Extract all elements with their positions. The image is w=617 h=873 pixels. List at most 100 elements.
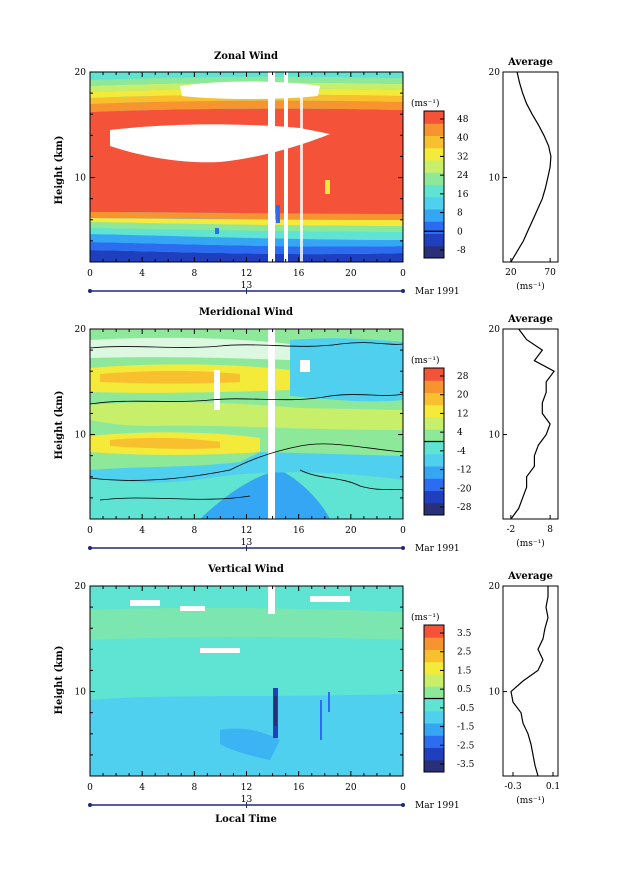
colorbar-swatch: [424, 123, 444, 136]
date-label: 13: [241, 538, 253, 548]
x-tick-label: 20: [345, 526, 357, 536]
colorbar-tick-label: -28: [457, 503, 472, 513]
colorbar-tick-label: -2.5: [457, 741, 475, 751]
colorbar-swatch: [424, 245, 444, 259]
colorbar-swatch: [424, 111, 444, 124]
colorbar-swatch: [424, 172, 444, 185]
colorbar-tick-label: -8: [457, 246, 466, 256]
profile-y-tick-label: 10: [489, 431, 501, 441]
vertical-colorbar: (ms⁻¹) 3.5 2.5 1.5 0.5 -0.5 -1.5 -2.5 -3.5: [411, 612, 475, 773]
vertical-ylabel: Height (km): [54, 646, 65, 715]
profile-title: Average: [507, 571, 553, 582]
meridional-axes: 0 4 8 12 16 20 0 20 10 13 Mar 1991: [75, 325, 460, 554]
colorbar-swatch: [424, 490, 444, 504]
profile-x-tick-label: 70: [544, 268, 556, 278]
profile-y-tick-label: 10: [489, 688, 501, 698]
colorbar-swatch: [424, 184, 444, 198]
x-tick-label: 4: [139, 269, 145, 279]
colorbar-swatch: [424, 674, 444, 687]
date-line-start: [88, 546, 92, 550]
y-tick-label: 10: [75, 688, 87, 698]
colorbar-swatch: [424, 759, 444, 773]
colorbar-swatch: [424, 160, 444, 173]
colorbar-tick-label: 16: [457, 190, 469, 200]
colorbar-unit: (ms⁻¹): [411, 612, 440, 623]
month-label: Mar 1991: [415, 287, 460, 297]
meridional-average-profile: Average 20 10 -2 8(ms⁻¹): [489, 314, 559, 549]
x-tick-label: 8: [191, 783, 197, 793]
colorbar-swatch: [424, 196, 444, 210]
colorbar-swatch: [424, 735, 444, 748]
x-tick-label: 12: [241, 269, 252, 279]
profile-y-tick-label: 10: [489, 174, 501, 184]
colorbar-swatch: [424, 637, 444, 650]
x-tick-label: 0: [87, 269, 93, 279]
date-line-end: [401, 289, 405, 293]
vertical-xlabel: Local Time: [215, 814, 277, 825]
profile-x-tick-label: 20: [505, 268, 517, 278]
x-tick-label: 0: [400, 269, 406, 279]
x-tick-label: 12: [241, 783, 252, 793]
profile-y-tick-label: 20: [489, 325, 501, 335]
colorbar-unit: (ms⁻¹): [411, 355, 440, 366]
profile-frame: [502, 328, 559, 520]
profile-xlabel: (ms⁻¹): [516, 795, 545, 806]
colorbar-swatch: [424, 710, 444, 724]
colorbar-tick-label: 12: [457, 409, 468, 419]
x-tick-label: 16: [293, 269, 305, 279]
colorbar-swatch: [424, 380, 444, 393]
colorbar-tick-label: -3.5: [457, 760, 475, 770]
colorbar-swatch: [424, 221, 444, 234]
profile-xlabel: (ms⁻¹): [516, 281, 545, 292]
profile-frame: [502, 585, 559, 777]
y-tick-label: 10: [75, 431, 87, 441]
profile-frame: [502, 71, 559, 263]
x-tick-label: 4: [139, 783, 145, 793]
colorbar-swatch: [424, 625, 444, 638]
profile-x-tick-label: 8: [547, 525, 553, 535]
y-tick-label: 20: [75, 582, 87, 592]
profile-x-tick-label: 0.1: [546, 782, 560, 792]
profile-line: [510, 328, 555, 520]
month-label: Mar 1991: [415, 544, 460, 554]
colorbar-tick-label: 32: [457, 152, 468, 162]
meridional-title: Meridional Wind: [199, 307, 293, 318]
zonal-field: [90, 72, 403, 262]
colorbar-swatch: [424, 698, 444, 712]
colorbar-tick-label: 1.5: [457, 666, 472, 676]
x-tick-label: 4: [139, 526, 145, 536]
colorbar-tick-label: 2.5: [457, 648, 472, 658]
colorbar-swatch: [424, 747, 444, 761]
colorbar-swatch: [424, 661, 444, 675]
colorbar-tick-label: 8: [457, 209, 463, 219]
colorbar-tick-label: -0.5: [457, 704, 475, 714]
colorbar-swatch: [424, 429, 444, 442]
colorbar-swatch: [424, 417, 444, 430]
profile-xlabel: (ms⁻¹): [516, 538, 545, 549]
colorbar-tick-label: 0.5: [457, 685, 472, 695]
x-tick-label: 20: [345, 269, 357, 279]
date-line-start: [88, 289, 92, 293]
colorbar-swatch: [424, 453, 444, 467]
x-tick-label: 0: [400, 526, 406, 536]
colorbar-swatch: [424, 478, 444, 491]
colorbar-tick-label: -4: [457, 447, 466, 457]
profile-y-tick-label: 20: [489, 582, 501, 592]
y-tick-label: 10: [75, 174, 87, 184]
date-line-end: [401, 546, 405, 550]
vertical-field: [90, 586, 403, 776]
colorbar-swatch: [424, 466, 444, 479]
zonal-average-profile: Average 20 10 20 70 (ms⁻¹): [489, 57, 559, 292]
colorbar-swatch: [424, 233, 444, 247]
y-tick-label: 20: [75, 325, 87, 335]
x-tick-label: 12: [241, 526, 252, 536]
colorbar-tick-label: 4: [457, 428, 463, 438]
month-label: Mar 1991: [415, 801, 460, 811]
colorbar-tick-label: 40: [457, 134, 469, 144]
colorbar-tick-label: 3.5: [457, 629, 472, 639]
meridional-ylabel: Height (km): [54, 391, 65, 460]
colorbar-swatch: [424, 209, 444, 222]
colorbar-tick-label: -1.5: [457, 723, 475, 733]
colorbar-swatch: [424, 368, 444, 381]
zonal-axes: 0 4 8 12 16 20 0 20 10 13 Mar 1991: [75, 68, 460, 297]
